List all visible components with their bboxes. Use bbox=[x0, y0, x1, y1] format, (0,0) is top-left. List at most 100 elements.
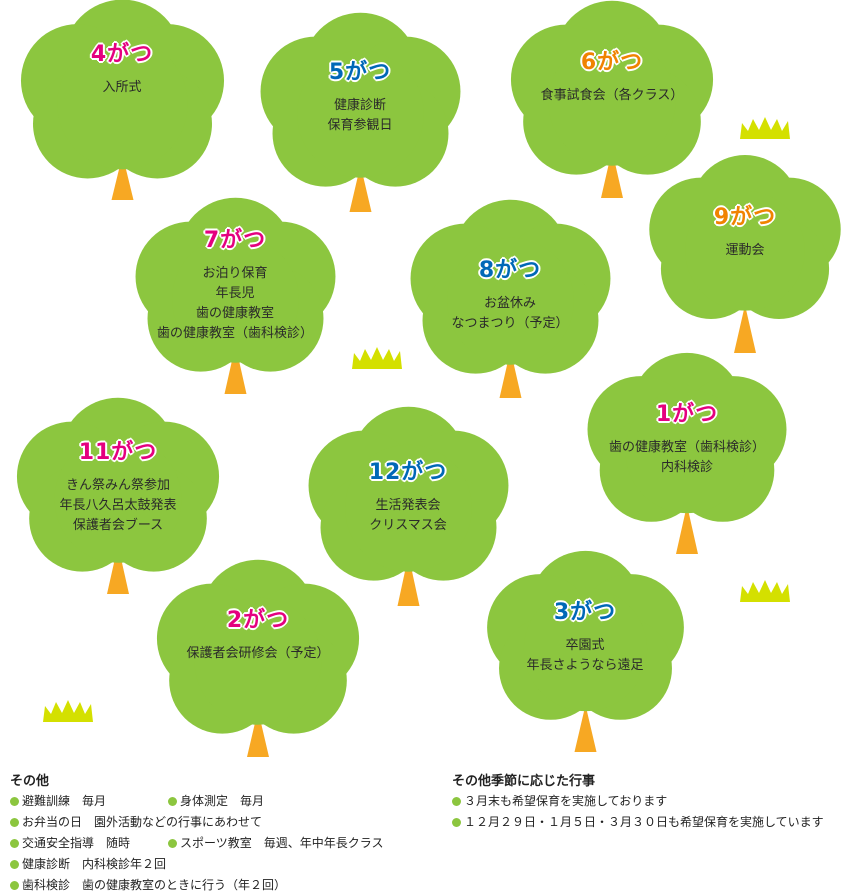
tree-trunk bbox=[601, 150, 623, 198]
event-item: 年長児 bbox=[215, 286, 255, 301]
tree-illustration bbox=[410, 199, 610, 398]
bullet-icon bbox=[168, 797, 177, 806]
list-item: 身体測定 毎月 bbox=[168, 791, 264, 812]
month-tree: 11がつ きん祭みん祭参加 年長八久呂太鼓発表 保護者会ブース bbox=[13, 397, 223, 594]
list-item: お弁当の日 園外活動などの行事にあわせて bbox=[10, 812, 262, 833]
other-events-section: その他 避難訓練 毎月 身体測定 毎月 お弁当の日 園外活動などの行事にあわせて… bbox=[10, 770, 384, 896]
event-item: 年長さようなら遠足 bbox=[526, 658, 644, 673]
tree-crown bbox=[308, 406, 508, 581]
month-tree: 12がつ生活発表会クリスマス会 bbox=[306, 406, 511, 606]
tree-crown bbox=[20, 0, 224, 179]
event-item: 歯の健康教室（歯科検診） bbox=[608, 440, 765, 455]
month-tree: 2がつ保護者会研修会（予定） bbox=[153, 559, 363, 757]
event-item: 生活発表会 bbox=[375, 498, 441, 513]
tree-illustration bbox=[510, 0, 714, 198]
month-label: 1がつ bbox=[655, 402, 719, 427]
month-tree: 3がつ卒園式 年長さようなら遠足 bbox=[483, 550, 688, 752]
event-item: 歯の健康教室（歯科検診） bbox=[156, 326, 313, 341]
tree-trunk bbox=[111, 155, 133, 200]
other-row: 交通安全指導 随時 スポーツ教室 毎週、年中年長クラス bbox=[10, 833, 384, 854]
event-item: 保護者会ブース bbox=[72, 518, 164, 533]
list-item: ３月末も希望保育を実施しております bbox=[452, 791, 667, 812]
month-label: 4がつ bbox=[90, 42, 154, 67]
tree-crown bbox=[587, 352, 787, 522]
tree-crown bbox=[486, 550, 684, 720]
month-label: 5がつ bbox=[328, 60, 392, 85]
list-item: 健康診断 内科検診年２回 bbox=[10, 854, 166, 875]
tree-crown bbox=[510, 0, 714, 175]
grass-icon bbox=[43, 700, 93, 722]
month-events: きん祭みん祭参加 年長八久呂太鼓発表 保護者会ブース bbox=[13, 476, 223, 536]
tree-trunk bbox=[349, 165, 371, 212]
event-item: お泊り保育 bbox=[202, 266, 268, 281]
tree-illustration bbox=[486, 550, 684, 752]
tree-illustration bbox=[308, 406, 508, 606]
month-label: 2がつ bbox=[226, 608, 290, 633]
list-item: 歯科検診 歯の健康教室のときに行う（年２回） bbox=[10, 875, 286, 896]
tree-illustration bbox=[156, 559, 360, 757]
event-item: 食事試食会（各クラス） bbox=[540, 88, 684, 103]
month-events: 卒園式 年長さようなら遠足 bbox=[483, 636, 688, 676]
month-label: 9がつ bbox=[713, 205, 777, 230]
month-label: 8がつ bbox=[478, 258, 542, 283]
month-tree: 9がつ運動会 bbox=[645, 155, 845, 353]
tree-illustration bbox=[16, 397, 220, 594]
tree-illustration bbox=[20, 0, 224, 200]
tree-illustration bbox=[587, 352, 787, 554]
tree-trunk bbox=[397, 555, 419, 606]
month-label: 7がつ bbox=[203, 228, 267, 253]
grass-icon bbox=[352, 347, 402, 369]
event-item: 運動会 bbox=[725, 243, 765, 258]
tree-trunk bbox=[107, 545, 129, 594]
event-item: お盆休み bbox=[483, 296, 536, 311]
seasonal-row: ３月末も希望保育を実施しております bbox=[452, 791, 824, 812]
bullet-icon bbox=[10, 860, 19, 869]
tree-crown bbox=[649, 155, 841, 319]
list-item: １２月２９日・１月５日・３月３０日も希望保育を実施しています bbox=[452, 812, 824, 833]
month-events: お泊り保育 年長児 歯の健康教室 歯の健康教室（歯科検診） bbox=[133, 264, 338, 344]
month-label: 12がつ bbox=[368, 460, 448, 485]
tree-trunk bbox=[499, 350, 521, 398]
event-item: 内科検診 bbox=[660, 460, 713, 475]
tree-crown bbox=[16, 397, 220, 572]
tree-trunk bbox=[676, 505, 698, 554]
other-events-title: その他 bbox=[10, 774, 50, 789]
tree-trunk bbox=[574, 705, 596, 752]
month-tree: 6がつ 食事試食会（各クラス） bbox=[507, 0, 717, 198]
bullet-icon bbox=[168, 839, 177, 848]
bullet-icon bbox=[10, 818, 19, 827]
month-tree: 4がつ入所式 bbox=[20, 0, 225, 200]
tree-crown bbox=[410, 199, 610, 374]
list-item: スポーツ教室 毎週、年中年長クラス bbox=[168, 833, 384, 854]
month-events: 入所式 bbox=[20, 78, 225, 98]
event-item: クリスマス会 bbox=[369, 518, 447, 533]
month-events: 歯の健康教室（歯科検診） 内科検診 bbox=[582, 438, 792, 478]
tree-crown bbox=[135, 197, 335, 372]
tree-illustration bbox=[260, 12, 460, 212]
month-label: 3がつ bbox=[553, 600, 617, 625]
event-item: 入所式 bbox=[102, 80, 142, 95]
month-events: 運動会 bbox=[645, 241, 845, 261]
tree-illustration bbox=[135, 197, 335, 394]
month-tree: 5がつ健康診断 保育参観日 bbox=[258, 12, 463, 212]
tree-crown bbox=[260, 12, 460, 187]
event-item: きん祭みん祭参加 bbox=[65, 478, 170, 493]
bullet-icon bbox=[452, 818, 461, 827]
seasonal-events-title: その他季節に応じた行事 bbox=[452, 774, 596, 789]
month-events: 食事試食会（各クラス） bbox=[507, 86, 717, 106]
other-row: お弁当の日 園外活動などの行事にあわせて bbox=[10, 812, 384, 833]
bullet-icon bbox=[10, 881, 19, 890]
seasonal-row: １２月２９日・１月５日・３月３０日も希望保育を実施しています bbox=[452, 812, 824, 833]
event-item: 年長八久呂太鼓発表 bbox=[59, 498, 177, 513]
month-events: 生活発表会クリスマス会 bbox=[306, 496, 511, 536]
month-events: 健康診断 保育参観日 bbox=[258, 96, 463, 136]
grass-icon bbox=[740, 117, 790, 139]
month-events: 保護者会研修会（予定） bbox=[153, 644, 363, 664]
event-item: なつまつり（予定） bbox=[451, 316, 569, 331]
list-item: 避難訓練 毎月 bbox=[10, 791, 168, 812]
month-tree: 8がつお盆休みなつまつり（予定） bbox=[408, 199, 613, 398]
event-item: 保護者会研修会（予定） bbox=[186, 646, 330, 661]
tree-crown bbox=[156, 559, 360, 734]
seasonal-events-section: その他季節に応じた行事 ３月末も希望保育を実施しております １２月２９日・１月５… bbox=[452, 770, 824, 833]
bullet-icon bbox=[10, 797, 19, 806]
